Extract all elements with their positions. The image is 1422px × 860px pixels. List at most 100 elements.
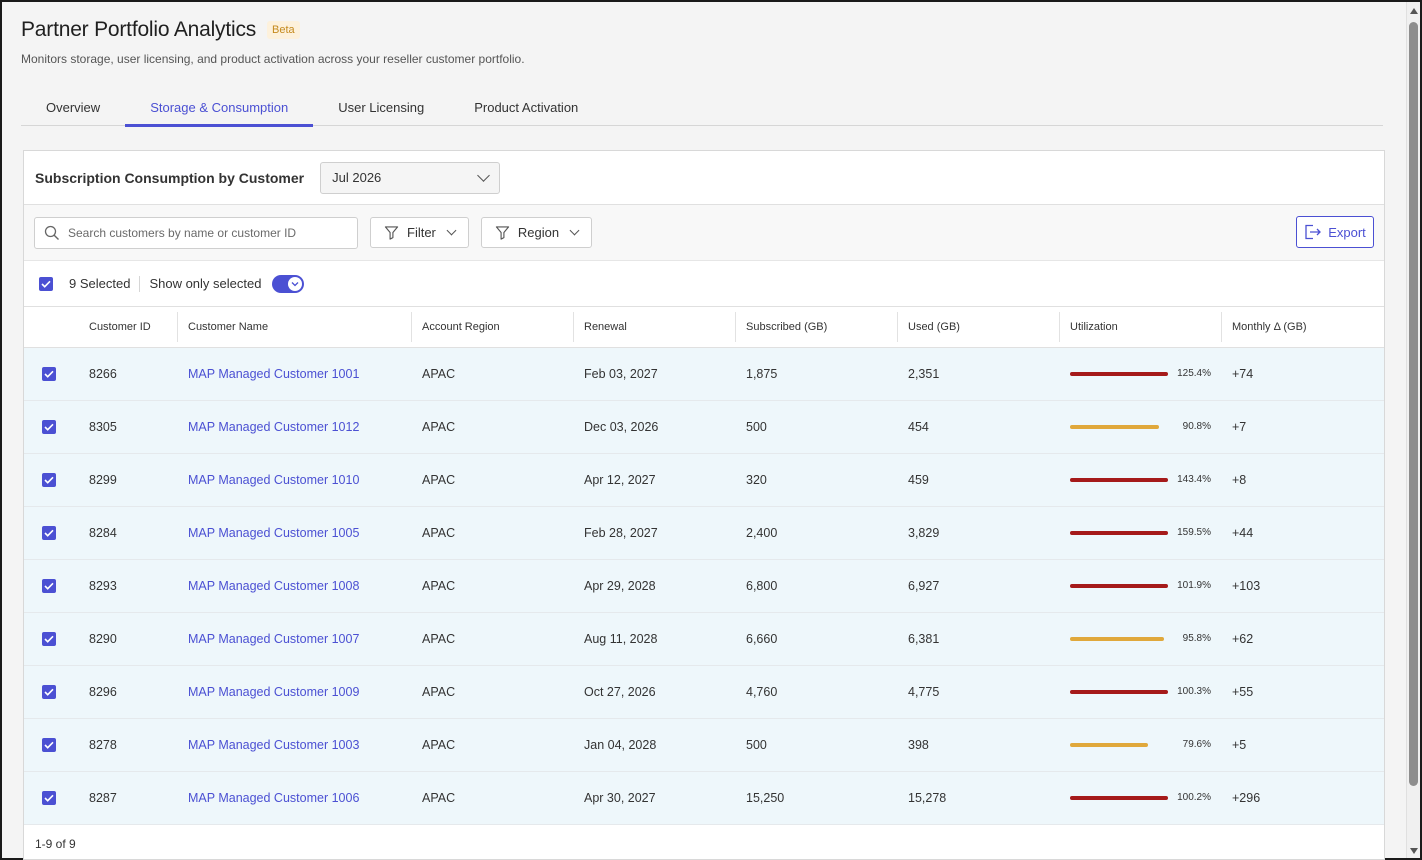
tab-overview[interactable]: Overview: [46, 99, 101, 115]
customer-id: 8290: [78, 612, 177, 666]
filter-icon: [495, 226, 510, 240]
renewal-date: Feb 03, 2027: [573, 347, 735, 401]
subscribed-gb: 500: [735, 718, 897, 772]
customer-name-link[interactable]: MAP Managed Customer 1012: [177, 400, 411, 454]
show-only-selected-toggle[interactable]: [272, 274, 305, 293]
table-row[interactable]: 8266 MAP Managed Customer 1001 APAC Feb 03,…: [24, 347, 1384, 401]
column-header[interactable]: Utilization: [1059, 307, 1221, 348]
selection-bar: 9 Selected Show only selected: [24, 261, 1384, 307]
vertical-scrollbar[interactable]: [1406, 2, 1420, 858]
customer-id: 8278: [78, 718, 177, 772]
renewal-date: Apr 30, 2027: [573, 771, 735, 825]
scrollbar-thumb[interactable]: [1409, 22, 1418, 786]
check-icon: [44, 370, 54, 378]
utilization-cell: 100.3%: [1059, 665, 1221, 719]
scroll-down-icon[interactable]: [1410, 848, 1418, 854]
column-header[interactable]: Renewal: [573, 307, 735, 348]
customer-id: 8293: [78, 559, 177, 613]
customer-name-link[interactable]: MAP Managed Customer 1008: [177, 559, 411, 613]
row-checkbox-cell: [24, 559, 78, 613]
customer-name-link[interactable]: MAP Managed Customer 1001: [177, 347, 411, 401]
row-checkbox[interactable]: [42, 631, 56, 646]
account-region: APAC: [411, 665, 573, 719]
customer-name-link[interactable]: MAP Managed Customer 1003: [177, 718, 411, 772]
table-row[interactable]: 8290 MAP Managed Customer 1007 APAC Aug 11,…: [24, 612, 1384, 666]
customer-id: 8299: [78, 453, 177, 507]
subscribed-gb: 320: [735, 453, 897, 507]
table-row[interactable]: 8296 MAP Managed Customer 1009 APAC Oct 27,…: [24, 665, 1384, 719]
row-checkbox[interactable]: [42, 684, 56, 699]
table-row[interactable]: 8305 MAP Managed Customer 1012 APAC Dec 03,…: [24, 400, 1384, 454]
row-checkbox[interactable]: [42, 472, 56, 487]
monthly-delta: +44: [1221, 506, 1384, 560]
row-checkbox[interactable]: [42, 419, 56, 434]
check-icon: [44, 582, 54, 590]
subscribed-gb: 15,250: [735, 771, 897, 825]
monthly-delta: +74: [1221, 347, 1384, 401]
utilization-cell: 159.5%: [1059, 506, 1221, 560]
search-input[interactable]: [68, 225, 338, 240]
renewal-date: Aug 11, 2028: [573, 612, 735, 666]
column-header[interactable]: Used (GB): [897, 307, 1059, 348]
utilization-bar: [1070, 742, 1148, 747]
utilization-cell: 90.8%: [1059, 400, 1221, 454]
used-gb: 6,927: [897, 559, 1059, 613]
account-region: APAC: [411, 506, 573, 560]
renewal-date: Jan 04, 2028: [573, 718, 735, 772]
utilization-cell: 95.8%: [1059, 612, 1221, 666]
utilization-percent: 100.3%: [1177, 686, 1211, 697]
customer-name-link[interactable]: MAP Managed Customer 1010: [177, 453, 411, 507]
month-select[interactable]: Jul 2026: [320, 161, 501, 194]
account-region: APAC: [411, 612, 573, 666]
checkbox-column-header: [24, 307, 78, 348]
row-checkbox[interactable]: [42, 737, 56, 752]
monthly-delta: +103: [1221, 559, 1384, 613]
utilization-percent: 95.8%: [1182, 633, 1211, 644]
account-region: APAC: [411, 400, 573, 454]
account-region: APAC: [411, 559, 573, 613]
used-gb: 3,829: [897, 506, 1059, 560]
utilization-bar: [1070, 424, 1159, 429]
row-checkbox[interactable]: [42, 525, 56, 540]
check-icon: [44, 476, 54, 484]
column-header[interactable]: Customer ID: [78, 307, 177, 348]
row-checkbox[interactable]: [42, 366, 56, 381]
export-icon: [1305, 224, 1322, 240]
tab-storage-consumption[interactable]: Storage & Consumption: [125, 88, 314, 127]
utilization-percent: 79.6%: [1182, 739, 1211, 750]
table-row[interactable]: 8293 MAP Managed Customer 1008 APAC Apr 29,…: [24, 559, 1384, 613]
utilization-bar: [1070, 371, 1168, 376]
column-header[interactable]: Account Region: [411, 307, 573, 348]
check-icon: [41, 280, 51, 288]
subscribed-gb: 1,875: [735, 347, 897, 401]
chevron-down-icon: [569, 225, 580, 236]
row-checkbox[interactable]: [42, 578, 56, 593]
row-checkbox[interactable]: [42, 790, 56, 805]
consumption-table: Customer ID Customer Name Account Region…: [24, 307, 1384, 825]
column-header[interactable]: Customer Name: [177, 307, 411, 348]
scroll-up-icon[interactable]: [1410, 8, 1418, 14]
export-button[interactable]: Export: [1296, 216, 1374, 248]
table-row[interactable]: 8299 MAP Managed Customer 1010 APAC Apr 12,…: [24, 453, 1384, 507]
region-button[interactable]: Region: [480, 217, 593, 248]
select-all-checkbox[interactable]: [39, 276, 53, 291]
utilization-bar: [1070, 689, 1168, 694]
customer-name-link[interactable]: MAP Managed Customer 1005: [177, 506, 411, 560]
tab-product-activation[interactable]: Product Activation: [474, 99, 579, 115]
column-header[interactable]: Subscribed (GB): [735, 307, 897, 348]
utilization-cell: 79.6%: [1059, 718, 1221, 772]
check-icon: [44, 635, 54, 643]
customer-name-link[interactable]: MAP Managed Customer 1006: [177, 771, 411, 825]
monthly-delta: +55: [1221, 665, 1384, 719]
column-header[interactable]: Monthly Δ (GB): [1221, 307, 1384, 348]
tab-user-licensing[interactable]: User Licensing: [338, 99, 425, 115]
table-row[interactable]: 8287 MAP Managed Customer 1006 APAC Apr 30,…: [24, 771, 1384, 825]
filter-button[interactable]: Filter: [370, 217, 469, 248]
utilization-cell: 143.4%: [1059, 453, 1221, 507]
row-checkbox-cell: [24, 400, 78, 454]
table-row[interactable]: 8284 MAP Managed Customer 1005 APAC Feb 28,…: [24, 506, 1384, 560]
customer-name-link[interactable]: MAP Managed Customer 1009: [177, 665, 411, 719]
table-row[interactable]: 8278 MAP Managed Customer 1003 APAC Jan 04,…: [24, 718, 1384, 772]
customer-name-link[interactable]: MAP Managed Customer 1007: [177, 612, 411, 666]
